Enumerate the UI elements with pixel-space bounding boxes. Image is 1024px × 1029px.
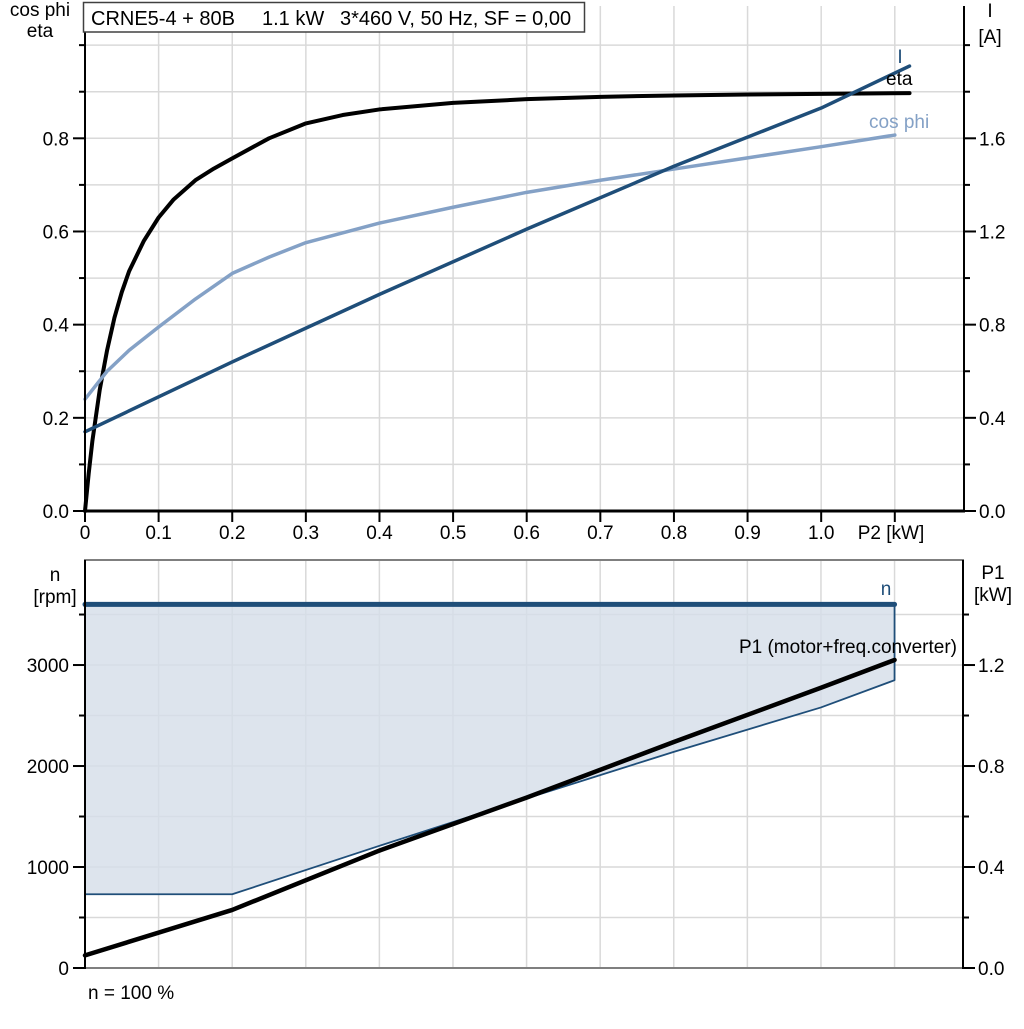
ticks-and-tick-labels: 0 1000 2000 3000 0.0 0.4 0.8 1.2: [27, 613, 1005, 980]
current-curve-label: I: [897, 47, 902, 68]
x-tick-label: 0.7: [587, 523, 613, 544]
n-curve-label: n: [881, 579, 892, 600]
speed-range-fill: [85, 604, 895, 895]
bottom-chart: 0 1000 2000 3000 0.0 0.4 0.8 1.2: [27, 559, 1005, 980]
x-axis-label: P2 [kW]: [858, 523, 925, 544]
left-tick-label: 2000: [27, 757, 69, 778]
right-tick-label: 0.8: [978, 757, 1004, 778]
bottom-left-axis-title-line2: [rpm]: [33, 587, 76, 608]
cos-phi-curve-label: cos phi: [869, 112, 929, 133]
series-n_min: [84, 603, 896, 896]
series-eta: [83, 91, 912, 513]
bottom-left-axis-title-line1: n: [50, 565, 61, 586]
title-box-frame: [82, 1, 586, 33]
series-p1: [82, 657, 897, 958]
top-plot-area[interactable]: [85, 6, 964, 511]
right-tick-label: 1.6: [979, 129, 1005, 150]
x-tick-label: 0.2: [219, 523, 245, 544]
series-cos_phi: [83, 133, 897, 401]
left-tick-label: 1000: [27, 858, 69, 879]
series-current: [83, 64, 912, 434]
x-tick-label: 0.9: [734, 523, 760, 544]
title-power: 1.1 kW: [262, 8, 324, 30]
bottom-plot-area[interactable]: [85, 560, 963, 968]
left-tick-label: 0.4: [43, 316, 70, 337]
axes: [84, 559, 964, 969]
ticks-and-tick-labels: 0.0 0.2 0.4 0.6 0.8 0.0 0.4 0.8 1.2 1.6 0 0.1 0.2 0.3…: [43, 44, 1006, 544]
x-tick-label: 0.6: [513, 523, 539, 544]
title-conditions: 3*460 V, 50 Hz, SF = 0,00: [340, 8, 571, 30]
x-tick-label: 1.0: [808, 523, 834, 544]
title-box: CRNE5-4 + 80B 1.1 kW 3*460 V, 50 Hz, SF …: [82, 1, 586, 33]
x-tick-label: 0: [80, 523, 91, 544]
x-tick-label: 0.3: [293, 523, 319, 544]
right-tick-label: 0.4: [979, 409, 1006, 430]
right-tick-label: 0.4: [978, 858, 1005, 879]
right-tick-label: 0.0: [979, 502, 1005, 523]
right-tick-label: 0.0: [978, 959, 1004, 980]
eta-curve-label: eta: [886, 69, 913, 90]
speed-footnote: n = 100 %: [88, 983, 174, 1004]
top-left-axis-title-line1: cos phi: [10, 0, 70, 21]
top-right-axis-title-line1: I: [987, 1, 992, 22]
left-tick-label: 0.6: [43, 222, 69, 243]
x-tick-label: 0.1: [145, 523, 171, 544]
x-tick-label: 0.5: [440, 523, 466, 544]
right-tick-label: 1.2: [979, 222, 1005, 243]
top-left-axis-title-line2: eta: [27, 21, 54, 42]
bottom-right-axis-title-line2: [kW]: [974, 585, 1012, 606]
left-tick-label: 0.8: [43, 129, 69, 150]
x-tick-label: 0.8: [661, 523, 687, 544]
left-tick-label: 0: [58, 959, 69, 980]
right-tick-label: 0.8: [979, 316, 1005, 337]
top-right-axis-title-line2: [A]: [978, 27, 1001, 48]
bottom-right-axis-title-line1: P1: [981, 563, 1004, 584]
x-tick-label: 0.4: [366, 523, 393, 544]
title-model: CRNE5-4 + 80B: [91, 8, 235, 30]
right-tick-label: 1.2: [978, 656, 1004, 677]
left-tick-label: 3000: [27, 656, 69, 677]
left-tick-label: 0.2: [43, 409, 69, 430]
left-tick-label: 0.0: [43, 502, 69, 523]
top-chart: 0.0 0.2 0.4 0.6 0.8 0.0 0.4 0.8 1.2 1.6 0 0.1 0.2 0.3…: [43, 6, 1006, 544]
p1-curve-label: P1 (motor+freq.converter): [739, 637, 957, 658]
